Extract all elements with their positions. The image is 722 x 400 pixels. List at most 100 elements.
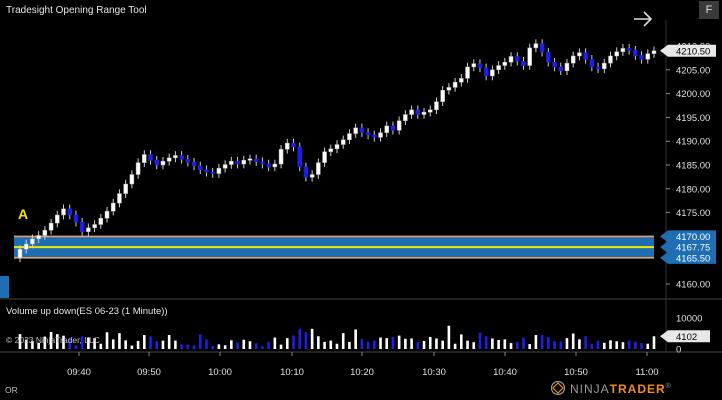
candle: [434, 97, 439, 115]
candle-body: [297, 146, 302, 168]
candle-body: [260, 161, 265, 165]
candle-body: [73, 214, 79, 223]
candle: [347, 129, 352, 145]
candle-body: [502, 61, 508, 66]
volume-bar: [143, 335, 146, 349]
candle-body: [564, 62, 570, 72]
candle: [241, 155, 247, 169]
volume-bar: [341, 333, 345, 349]
price-tick-label: 4195.00: [676, 113, 710, 124]
candle: [67, 204, 72, 220]
candle: [452, 77, 458, 92]
mode-label: OR: [5, 385, 18, 395]
volume-bar: [640, 343, 643, 349]
candle-body: [651, 50, 657, 54]
candle: [247, 154, 253, 165]
candle-body: [459, 78, 464, 83]
candle: [79, 217, 85, 236]
candle: [527, 43, 532, 70]
candle: [633, 46, 638, 60]
candle-body: [198, 165, 203, 171]
candle-body: [316, 162, 321, 175]
volume-bar: [205, 339, 208, 349]
volume-bar: [634, 341, 637, 349]
volume-bar: [192, 345, 196, 349]
volume-bar: [230, 340, 233, 349]
candle: [266, 159, 271, 172]
candle-body: [570, 55, 576, 64]
volume-bar: [248, 341, 252, 349]
last-price-tag-text: 4210.50: [676, 46, 710, 57]
volume-bar: [267, 341, 270, 349]
candle: [508, 52, 514, 67]
candle-body: [359, 127, 365, 133]
candle-body: [142, 154, 147, 163]
candle: [316, 158, 321, 179]
candle-body: [626, 48, 632, 51]
volume-bar: [80, 336, 84, 349]
volume-bar: [460, 334, 463, 349]
volume-bar: [578, 339, 581, 349]
candle-body: [384, 125, 389, 133]
logo-prefix: NINJA: [570, 382, 610, 396]
candle: [179, 151, 184, 164]
volume-bar: [441, 340, 444, 349]
candle: [626, 44, 632, 55]
volume-bar: [118, 333, 121, 349]
copyright-text: © 2023 NinjaTrader, LLC: [6, 335, 100, 345]
candle: [154, 155, 159, 170]
candle: [117, 189, 122, 208]
volume-bar: [174, 340, 177, 349]
candle: [104, 206, 110, 223]
candle: [558, 62, 564, 76]
volume-bar: [391, 336, 395, 349]
candle: [459, 74, 464, 87]
price-tick-label: 4190.00: [676, 137, 710, 148]
volume-bar: [484, 336, 488, 349]
volume-bar: [372, 340, 376, 349]
candle-body: [421, 111, 427, 115]
candle: [577, 48, 582, 61]
volume-bar: [590, 343, 594, 349]
price-tick-label: 4160.00: [676, 280, 710, 291]
candle: [42, 225, 48, 240]
f-button[interactable]: F: [699, 1, 719, 19]
time-tick-label: 09:40: [67, 367, 91, 378]
range-high-tag: 4170.00: [660, 230, 716, 243]
volume-bar: [329, 340, 333, 349]
candle-body: [79, 221, 85, 232]
volume-bar: [99, 343, 103, 349]
candle-body: [173, 155, 178, 159]
candle-body: [533, 43, 539, 49]
candle: [216, 164, 222, 178]
range-low-tag-text: 4165.50: [676, 253, 710, 264]
candle: [160, 156, 166, 170]
volume-bar: [366, 341, 370, 349]
candle: [353, 123, 358, 138]
price-tick-label: 4180.00: [676, 184, 710, 195]
volume-bar: [422, 340, 426, 349]
right-arrow-icon[interactable]: [630, 8, 656, 30]
candle: [229, 156, 234, 169]
volume-bar: [310, 328, 314, 349]
candle-body: [272, 163, 278, 168]
candle-body: [266, 163, 271, 168]
time-tick-label: 10:30: [422, 367, 446, 378]
candle-body: [48, 222, 54, 231]
volume-bar: [161, 340, 165, 349]
candle: [651, 46, 657, 58]
candle: [589, 55, 595, 72]
candle: [421, 107, 427, 119]
volume-bar: [615, 341, 619, 349]
volume-bar: [404, 338, 407, 349]
candle: [602, 58, 607, 74]
candle: [521, 56, 526, 70]
volume-bar: [49, 331, 53, 349]
candle: [30, 234, 35, 249]
candle-body: [30, 238, 35, 245]
volume-bar: [602, 342, 606, 349]
candle-body: [583, 52, 588, 60]
candle-body: [210, 171, 215, 174]
volume-bar: [335, 343, 339, 349]
